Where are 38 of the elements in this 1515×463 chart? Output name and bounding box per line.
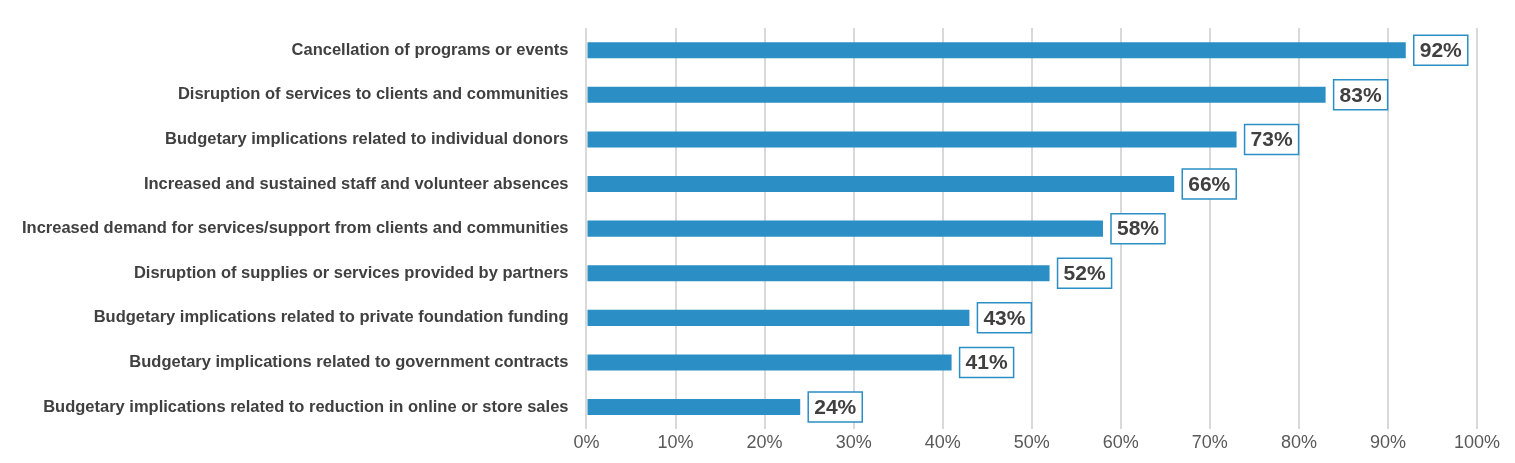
data-label: 73%: [1250, 127, 1293, 151]
bar: [587, 309, 970, 326]
data-label: 52%: [1063, 261, 1106, 285]
y-tick-label: Budgetary implications related to government contracts: [129, 352, 569, 371]
y-tick-label: Increased and sustained staff and volunteer absences: [143, 173, 569, 192]
bar: [587, 131, 1237, 148]
y-tick-label: Budgetary implications related to reduction in online or store sales: [43, 396, 569, 415]
x-tick-label: 50%: [1013, 432, 1050, 453]
data-label: 41%: [965, 350, 1008, 374]
bar: [587, 176, 1175, 193]
y-tick-label: Budgetary implications related to private foundation funding: [93, 307, 569, 326]
data-label: 83%: [1339, 82, 1382, 106]
data-label: 24%: [814, 394, 857, 418]
bar: [587, 42, 1406, 59]
bar: [587, 220, 1103, 237]
x-tick-label: 60%: [1102, 432, 1139, 453]
x-tick-label: 0%: [573, 432, 600, 453]
x-tick-label: 30%: [835, 432, 872, 453]
y-tick-label: Cancellation of programs or events: [291, 39, 569, 58]
data-label: 58%: [1116, 216, 1160, 240]
x-tick-label: 90%: [1369, 432, 1406, 453]
y-tick-label: Disruption of supplies or services provided by partners: [133, 262, 569, 281]
x-tick-label: 40%: [924, 432, 961, 453]
bar: [587, 86, 1326, 103]
x-tick-label: 10%: [657, 432, 694, 453]
x-tick-label: 80%: [1280, 432, 1317, 453]
data-label: 66%: [1188, 171, 1231, 195]
y-tick-label: Disruption of services to clients and communities: [177, 84, 569, 103]
y-tick-label: Increased demand for services/support from clients and communities: [21, 218, 569, 237]
x-tick-label: 70%: [1191, 432, 1228, 453]
x-tick-label: 100%: [1453, 432, 1501, 453]
bar: [587, 265, 1050, 282]
bar: [587, 354, 952, 371]
data-label: 92%: [1419, 38, 1463, 61]
y-tick-label: Budgetary implications related to individual donors: [165, 128, 569, 147]
bar: [587, 399, 801, 416]
x-tick-label: 20%: [746, 432, 783, 453]
data-label: 43%: [983, 305, 1026, 329]
